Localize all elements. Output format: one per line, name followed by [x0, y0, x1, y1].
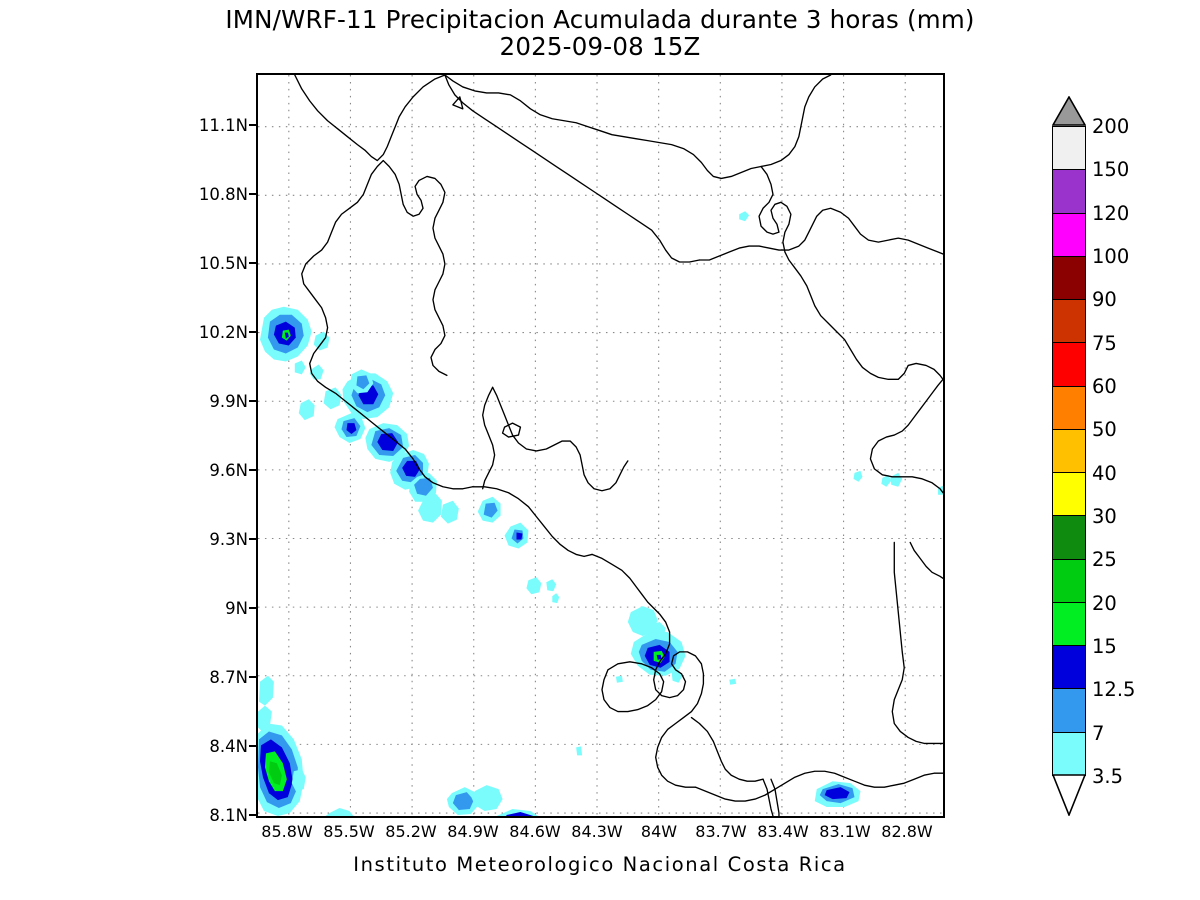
colorbar-tick-30: 30	[1092, 505, 1117, 528]
colorbar-block-120[interactable]	[1053, 213, 1085, 257]
x-tick-label: 82.8W	[881, 822, 933, 841]
y-tick-label: 8.7N	[209, 668, 248, 687]
y-tick-mark	[249, 193, 257, 195]
y-tick-label: 8.4N	[209, 737, 248, 756]
colorbar-tick-25: 25	[1092, 548, 1117, 572]
y-tick-label: 8.1N	[209, 806, 248, 825]
y-tick-mark	[249, 814, 257, 816]
colorbar-over-arrow	[1052, 96, 1086, 126]
y-tick-mark	[249, 676, 257, 678]
colorbar-tick-60: 60	[1092, 375, 1117, 398]
colorbar-tick-40: 40	[1092, 461, 1117, 485]
colorbar-tick-150: 150	[1092, 158, 1130, 182]
y-tick-mark	[249, 262, 257, 264]
y-tick-label: 9.6N	[209, 461, 248, 480]
colorbar-block-60[interactable]	[1053, 386, 1085, 430]
colorbar-block-40[interactable]	[1053, 473, 1085, 517]
chart-title: IMN/WRF-11 Precipitacion Acumulada duran…	[225, 5, 975, 34]
colorbar-block-7[interactable]	[1053, 732, 1085, 775]
colorbar-block-12_5[interactable]	[1053, 689, 1085, 733]
x-tick-label: 84.3W	[571, 822, 623, 841]
colorbar-block-25[interactable]	[1053, 559, 1085, 603]
y-tick-label: 10.2N	[198, 323, 248, 342]
colorbar-tick-50: 50	[1092, 418, 1117, 442]
y-tick-mark	[249, 745, 257, 747]
y-tick-mark	[249, 400, 257, 402]
x-tick-label: 84W	[640, 822, 678, 841]
y-tick-label: 10.8N	[198, 185, 248, 204]
x-tick-label: 85.2W	[385, 822, 437, 841]
y-tick-mark	[249, 469, 257, 471]
map-canvas	[258, 75, 943, 816]
colorbar-legend[interactable]: 200 150 120 100 90 75 60 50 40 30 25 20 …	[1052, 96, 1135, 816]
colorbar-block-200[interactable]	[1053, 127, 1085, 171]
colorbar-block-50[interactable]	[1053, 429, 1085, 474]
x-tick-label: 83.7W	[695, 822, 747, 841]
y-tick-label: 9.3N	[209, 530, 248, 549]
colorbar-tick-15: 15	[1092, 635, 1117, 658]
y-tick-label: 9N	[225, 599, 248, 618]
colorbar-block-20[interactable]	[1053, 602, 1085, 647]
colorbar-block-150[interactable]	[1053, 170, 1085, 214]
colorbar-tick-7: 7	[1092, 721, 1105, 745]
colorbar-block-90[interactable]	[1053, 300, 1085, 344]
colorbar-tick-90: 90	[1092, 288, 1117, 312]
colorbar-block-75[interactable]	[1053, 343, 1085, 387]
colorbar-tick-12_5: 12.5	[1092, 678, 1136, 702]
footer-credit: Instituto Meteorologico Nacional Costa R…	[353, 853, 847, 876]
colorbar-block-100[interactable]	[1053, 256, 1085, 301]
colorbar-tick-100: 100	[1092, 245, 1130, 268]
colorbar-block-15[interactable]	[1053, 646, 1085, 690]
colorbar-under-arrow	[1052, 774, 1086, 816]
colorbar-tick-75: 75	[1092, 331, 1117, 355]
colorbar-tick-20: 20	[1092, 591, 1117, 615]
x-tick-label: 85.8W	[261, 822, 313, 841]
chart-subtitle: 2025-09-08 15Z	[499, 32, 701, 62]
x-tick-label: 83.4W	[757, 822, 809, 841]
map-gridlines	[258, 75, 943, 816]
colorbar-tick-120: 120	[1092, 201, 1130, 225]
x-tick-label: 85.5W	[323, 822, 375, 841]
y-tick-label: 9.9N	[209, 392, 248, 411]
x-tick-label: 84.6W	[509, 822, 561, 841]
colorbar-tick-3_5: 3.5	[1092, 765, 1124, 788]
precipitation-contours	[258, 211, 943, 816]
colorbar-blocks[interactable]	[1052, 126, 1086, 776]
y-tick-label: 11.1N	[198, 116, 248, 135]
colorbar-block-30[interactable]	[1053, 516, 1085, 560]
y-tick-label: 10.5N	[198, 254, 248, 273]
coastline-outline	[294, 75, 943, 816]
colorbar-tick-200: 200	[1092, 115, 1130, 138]
chart-title-block: IMN/WRF-11 Precipitacion Acumulada duran…	[0, 6, 1200, 61]
x-tick-label: 84.9W	[447, 822, 499, 841]
map-plot-area[interactable]	[256, 73, 945, 818]
x-tick-label: 83.1W	[819, 822, 871, 841]
y-tick-mark	[249, 607, 257, 609]
y-tick-mark	[249, 124, 257, 126]
y-tick-mark	[249, 538, 257, 540]
y-tick-mark	[249, 331, 257, 333]
